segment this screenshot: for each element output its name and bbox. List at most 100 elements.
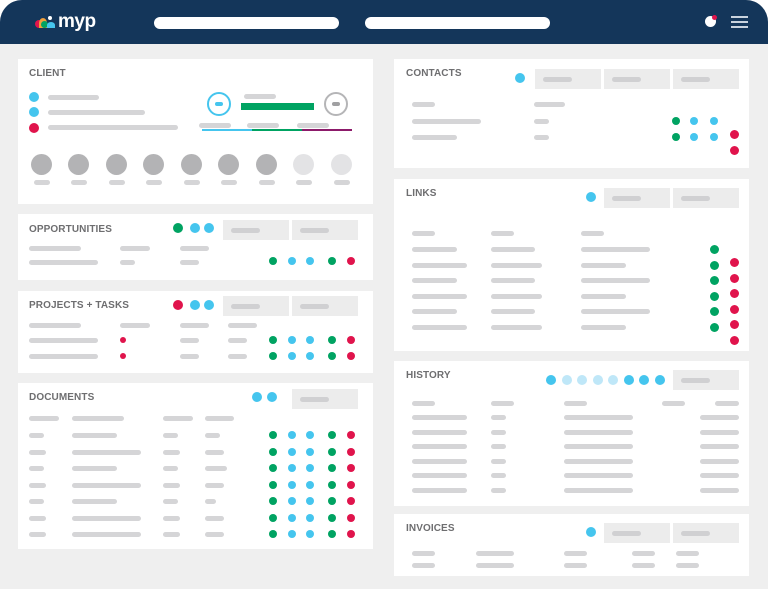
status-dot bbox=[269, 480, 277, 489]
header-status-dot[interactable] bbox=[586, 192, 596, 202]
documents-action-button[interactable] bbox=[292, 389, 358, 409]
header-status-dot[interactable] bbox=[190, 300, 200, 310]
cell bbox=[700, 415, 739, 420]
cell bbox=[564, 415, 633, 420]
status-dot bbox=[288, 352, 296, 360]
progress-segment-purple bbox=[302, 129, 352, 131]
cell bbox=[581, 309, 650, 314]
pagination-dot[interactable] bbox=[623, 375, 634, 385]
pagination-dot[interactable] bbox=[577, 375, 587, 385]
opportunities-action-button[interactable] bbox=[292, 220, 358, 240]
cell bbox=[180, 260, 199, 265]
status-dot bbox=[328, 530, 336, 538]
cell bbox=[412, 247, 457, 252]
avatar[interactable] bbox=[68, 154, 89, 175]
pagination-dot[interactable] bbox=[608, 375, 618, 385]
pagination-dot[interactable] bbox=[639, 375, 649, 385]
header-status-dot[interactable] bbox=[267, 392, 277, 402]
status-dot bbox=[269, 257, 277, 265]
avatar-name bbox=[109, 180, 125, 185]
cell bbox=[228, 354, 247, 359]
cell bbox=[491, 324, 542, 330]
header-status-dot[interactable] bbox=[204, 300, 214, 310]
invoices-card: INVOICES bbox=[394, 514, 749, 576]
contacts-action-button[interactable] bbox=[535, 69, 601, 89]
avatar[interactable] bbox=[106, 154, 127, 175]
header-status-dot[interactable] bbox=[173, 300, 183, 310]
invoices-action-button[interactable] bbox=[604, 523, 670, 543]
client-card: CLIENT bbox=[18, 59, 373, 204]
avatar-inactive[interactable] bbox=[331, 154, 352, 175]
cell bbox=[412, 429, 467, 435]
opportunities-action-button[interactable] bbox=[223, 220, 289, 240]
hamburger-menu-icon[interactable] bbox=[731, 16, 748, 28]
invoices-action-button[interactable] bbox=[673, 523, 739, 543]
projects-action-button[interactable] bbox=[292, 296, 358, 316]
header-status-dot[interactable] bbox=[515, 73, 525, 83]
column-header bbox=[476, 551, 514, 556]
avatar-inactive[interactable] bbox=[293, 154, 314, 175]
status-dot bbox=[288, 513, 296, 522]
status-dot bbox=[306, 530, 314, 538]
cell bbox=[412, 135, 457, 140]
avatar-name bbox=[184, 180, 200, 185]
header-status-dot[interactable] bbox=[204, 223, 214, 233]
cell bbox=[72, 532, 141, 537]
logo-mark-icon bbox=[35, 16, 55, 28]
cell bbox=[205, 466, 227, 471]
header-status-dot[interactable] bbox=[586, 527, 596, 537]
status-dot-red bbox=[730, 289, 739, 298]
progress-start-node[interactable] bbox=[207, 92, 231, 116]
cell bbox=[491, 487, 506, 493]
header-status-dot[interactable] bbox=[173, 223, 183, 233]
history-action-button[interactable] bbox=[673, 370, 739, 390]
pagination-dot[interactable] bbox=[654, 375, 665, 385]
cell bbox=[72, 515, 141, 521]
progress-end-node[interactable] bbox=[324, 92, 348, 116]
header-status-dot[interactable] bbox=[190, 223, 200, 233]
cell bbox=[491, 262, 542, 268]
pagination-dot[interactable] bbox=[561, 375, 572, 385]
status-dot-red bbox=[730, 258, 739, 267]
cell bbox=[163, 433, 178, 438]
cell bbox=[700, 458, 739, 464]
avatar[interactable] bbox=[218, 154, 239, 175]
status-dot bbox=[288, 464, 296, 472]
status-dot bbox=[269, 497, 277, 505]
search-bar-secondary[interactable] bbox=[365, 17, 550, 29]
contacts-action-button[interactable] bbox=[604, 69, 670, 89]
client-field-1 bbox=[48, 95, 99, 100]
myp-logo[interactable]: myp bbox=[35, 12, 96, 31]
avatar[interactable] bbox=[256, 154, 277, 175]
column-header bbox=[205, 416, 234, 421]
column-header bbox=[564, 551, 587, 556]
links-title: LINKS bbox=[406, 188, 437, 199]
column-header bbox=[534, 102, 565, 107]
status-dot bbox=[347, 431, 355, 439]
projects-tasks-title: PROJECTS + TASKS bbox=[29, 300, 130, 311]
cell bbox=[476, 563, 514, 568]
status-dot-red bbox=[730, 273, 739, 283]
cell bbox=[491, 429, 506, 435]
pagination-dot[interactable] bbox=[546, 375, 556, 385]
cell bbox=[163, 482, 180, 488]
cell bbox=[412, 487, 467, 493]
header-status-dot[interactable] bbox=[252, 392, 262, 402]
avatar[interactable] bbox=[31, 154, 52, 175]
notification-bell-icon[interactable] bbox=[705, 15, 717, 27]
priority-flag-dot bbox=[120, 337, 126, 343]
contacts-action-button[interactable] bbox=[673, 69, 739, 89]
avatar[interactable] bbox=[143, 154, 164, 175]
status-dot bbox=[328, 497, 336, 505]
search-bar-primary[interactable] bbox=[154, 17, 339, 29]
cell bbox=[564, 429, 633, 435]
cell bbox=[163, 515, 180, 521]
links-action-button[interactable] bbox=[673, 188, 739, 208]
cell bbox=[412, 262, 467, 268]
cell bbox=[412, 324, 467, 330]
pagination-dot[interactable] bbox=[592, 375, 603, 385]
status-dot-green bbox=[710, 260, 719, 270]
links-action-button[interactable] bbox=[604, 188, 670, 208]
projects-action-button[interactable] bbox=[223, 296, 289, 316]
avatar[interactable] bbox=[181, 154, 202, 175]
